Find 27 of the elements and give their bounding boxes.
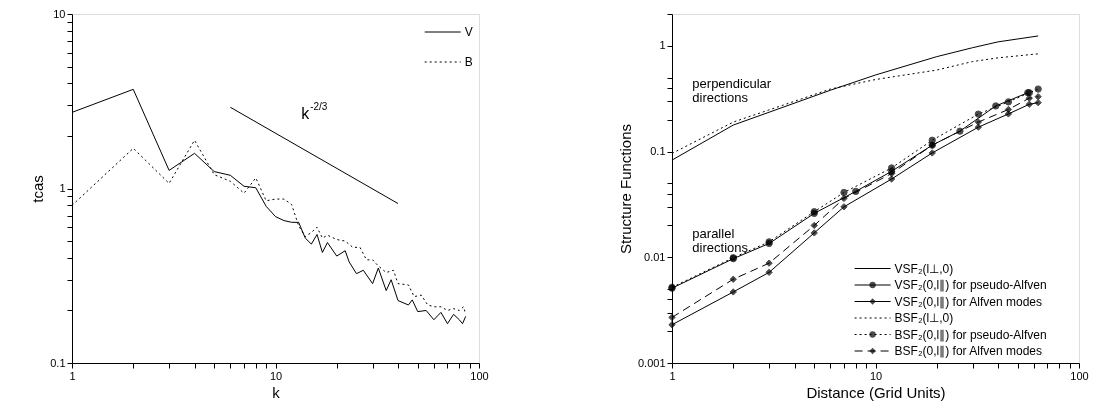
x-tick-label: 1 [69,369,76,382]
y-tick-label: 1 [659,39,666,52]
annotation: perpendicular directions [692,75,772,105]
y-tick-label: 1 [59,182,66,194]
legend-label: VSF₂(0,l∥) for Alfven modes [894,294,1042,309]
y-tick-label: 0.001 [637,356,666,369]
legend-label: B [464,55,473,69]
x-tick-label: 10 [869,369,883,382]
annotation: parallel directions [692,225,749,255]
x-axis-title: k [272,383,281,401]
legend-label: BSF₂(0,l∥) for pseudo-Alfven [894,327,1047,342]
legend-label: BSF₂(0,l∥) for Alfven modes [894,344,1042,358]
legend-label: BSF₂(l⊥,0) [894,311,954,325]
x-axis-title: Distance (Grid Units) [806,383,946,401]
legend-label: V [464,25,473,39]
legend-label: VSF₂(l⊥,0) [894,261,954,276]
legend-label: VSF₂(0,l∥) for pseudo-Alfven [894,278,1047,292]
y-axis-title: Structure Functions [616,123,634,255]
y-tick-label: 10 [53,7,66,20]
y-tick-label: 0.1 [50,356,66,369]
x-tick-label: 10 [269,369,283,382]
x-tick-label: 1 [669,369,676,382]
x-tick-label: 100 [470,369,489,382]
y-axis-title: tcas [29,175,47,203]
y-tick-label: 0.01 [644,250,666,263]
y-tick-label: 0.1 [650,145,666,158]
x-tick-label: 100 [1070,369,1089,382]
